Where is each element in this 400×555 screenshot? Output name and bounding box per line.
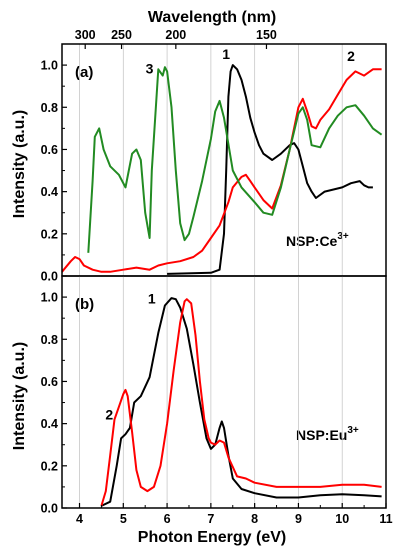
top-axis-tick-label: 300: [75, 28, 96, 42]
top-axis-title: Wavelength (nm): [148, 9, 276, 26]
panel-a-y-tick-label: 0.2: [41, 227, 58, 241]
panel-a-sample-label: NSP:Ce3+: [286, 231, 349, 249]
panel-b-plot: 0.0 0.2 0.4 0.6 0.8 1.0 1 2: [41, 275, 387, 516]
panel-b-frame: [61, 275, 387, 509]
panel-a-y-tick-label: 0.6: [41, 143, 58, 157]
panel-b-y-axis-title: Intensity (a.u.): [11, 342, 28, 450]
panel-b-series-2: [100, 298, 382, 507]
x-axis-tick-label: 5: [120, 512, 127, 526]
x-axis-tick-label: 11: [379, 512, 392, 526]
panel-b-y-tick-label: 1.0: [41, 291, 58, 305]
x-axis-tick-label: 9: [295, 512, 302, 526]
x-axis-tick-label: 10: [335, 512, 349, 526]
panel-b-y-tick-label: 0.8: [41, 333, 58, 347]
top-axis-tick-label: 200: [165, 28, 186, 42]
x-axis-tick-label: 6: [164, 512, 171, 526]
panel-a-y-tick-label: 0.8: [41, 101, 58, 115]
panel-a-y-axis-title: Intensity (a.u.): [11, 110, 28, 218]
panel-b-y-tick-label: 0.4: [41, 417, 58, 431]
panel-b-series-label-1: 1: [148, 290, 156, 306]
panel-a-y-tick-label: 1.0: [41, 59, 58, 73]
x-axis-title: Photon Energy (eV): [138, 529, 286, 546]
panel-a-label: (a): [75, 64, 93, 81]
panel-b-series-label-2: 2: [105, 406, 113, 422]
panel-b-sample-label: NSP:Eu3+: [296, 425, 359, 443]
panel-a-series-label-3: 3: [146, 61, 154, 77]
panel-a-y-tick-label: 0.0: [41, 270, 58, 284]
top-axis-tick-label: 150: [256, 28, 277, 42]
panel-a-series-2: [61, 68, 382, 273]
panel-b-label: (b): [75, 296, 94, 313]
panel-a-y-tick-label: 0.4: [41, 185, 58, 199]
panel-a-series-1: [167, 64, 373, 275]
top-axis-tick-label: 250: [111, 28, 132, 42]
panel-a-series-label-2: 2: [347, 48, 355, 64]
panel-b-y-tick-label: 0.2: [41, 459, 58, 473]
x-axis-tick-label: 8: [251, 512, 258, 526]
panel-a-plot: 0.0 0.2 0.4 0.6 0.8 1.0 1 2 3: [41, 43, 387, 284]
panel-a-series-label-1: 1: [222, 46, 230, 62]
panel-a-series-3: [87, 66, 383, 253]
x-axis-tick-label: 4: [76, 512, 83, 526]
panel-b-y-tick-label: 0.0: [41, 502, 58, 516]
panel-b-y-tick-label: 0.6: [41, 375, 58, 389]
x-axis-tick-label: 7: [207, 512, 214, 526]
